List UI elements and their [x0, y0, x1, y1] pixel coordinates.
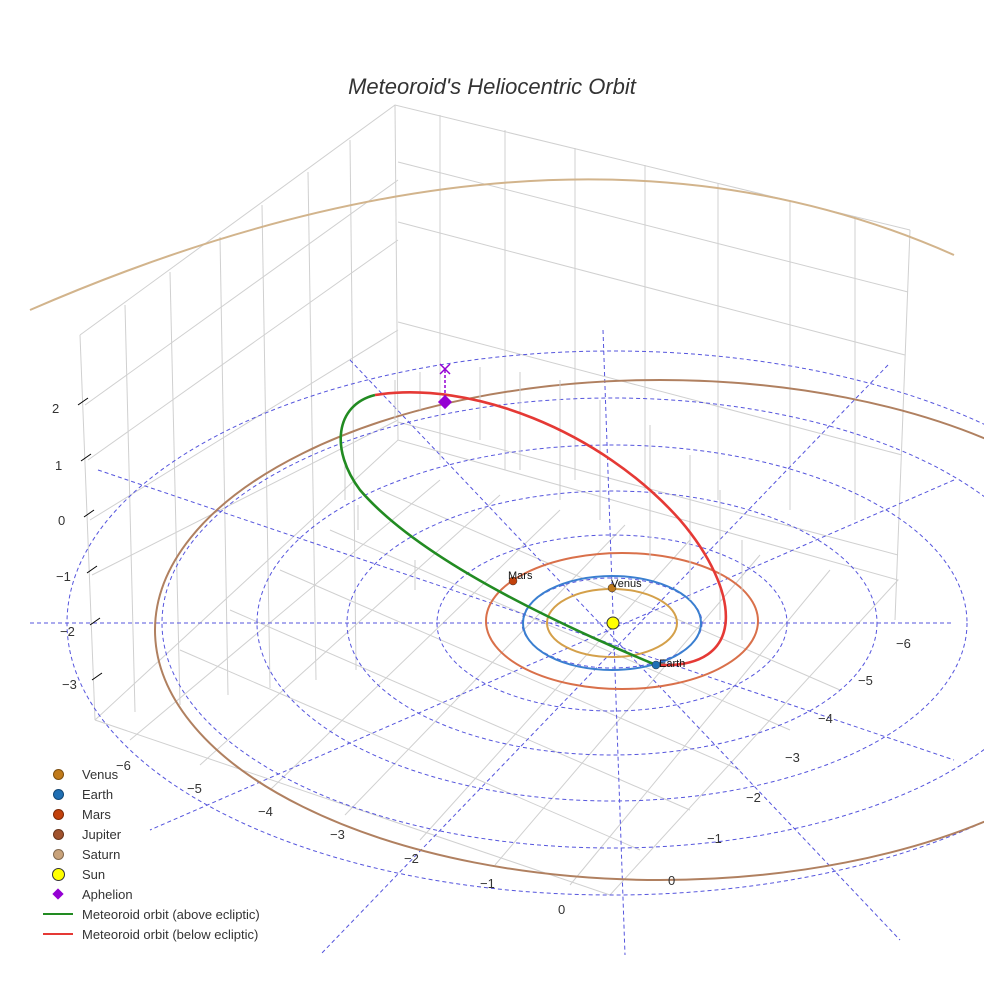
svg-text:−5: −5 [187, 781, 202, 796]
svg-text:−1: −1 [707, 831, 722, 846]
legend-label: Meteoroid orbit (above ecliptic) [82, 906, 260, 922]
circle-icon [36, 768, 80, 780]
drop-lines [344, 367, 743, 640]
svg-text:0: 0 [558, 902, 565, 917]
earth-marker[interactable] [651, 660, 661, 670]
circle-icon [36, 867, 80, 881]
sun-marker[interactable] [606, 616, 620, 630]
svg-text:−1: −1 [480, 876, 495, 891]
svg-text:−2: −2 [404, 851, 419, 866]
line-swatch-icon [36, 933, 80, 935]
svg-text:−6: −6 [116, 758, 131, 773]
svg-text:−2: −2 [60, 624, 75, 639]
circle-icon [36, 828, 80, 840]
legend-label: Saturn [82, 846, 121, 862]
z-axis: 2 1 0 −1 −2 −3 [52, 397, 103, 692]
svg-text:−5: −5 [858, 673, 873, 688]
venus-marker[interactable] [607, 583, 617, 593]
legend-item[interactable]: Meteoroid orbit (above ecliptic) [36, 904, 260, 924]
circle-icon [36, 808, 80, 820]
ecliptic-grid [30, 329, 984, 956]
line-swatch-icon [36, 913, 80, 915]
mars-orbit [485, 552, 759, 690]
legend-item[interactable]: Sun [36, 864, 260, 884]
planet-orbits [29, 178, 984, 881]
legend-item[interactable]: Mars [36, 804, 260, 824]
y-axis: −6 −5 −4 −3 −2 −1 0 [668, 636, 911, 888]
mars-marker[interactable] [508, 576, 518, 586]
svg-text:0: 0 [58, 513, 65, 528]
legend-item[interactable]: Meteoroid orbit (below ecliptic) [36, 924, 260, 944]
legend-item[interactable]: Saturn [36, 844, 260, 864]
meteoroid-orbit-below [374, 391, 728, 667]
svg-text:−4: −4 [818, 711, 833, 726]
x-axis: −6 −5 −4 −3 −2 −1 0 [116, 758, 565, 917]
saturn-orbit [29, 178, 955, 311]
legend-label: Aphelion [82, 886, 133, 902]
legend: Venus Earth Mars Jupiter Saturn Sun Aphelion Me… [36, 764, 260, 944]
legend-label: Mars [82, 806, 111, 822]
grid-walls [79, 104, 911, 896]
legend-item[interactable]: Aphelion [36, 884, 260, 904]
circle-icon [36, 848, 80, 860]
svg-text:−3: −3 [62, 677, 77, 692]
aphelion-x-icon [439, 363, 451, 375]
svg-text:−6: −6 [896, 636, 911, 651]
legend-label: Sun [82, 866, 106, 882]
svg-text:−3: −3 [785, 750, 800, 765]
diamond-icon [36, 888, 80, 900]
svg-text:2: 2 [52, 401, 59, 416]
legend-label: Earth [82, 786, 114, 802]
chart-title: Meteoroid's Heliocentric Orbit [348, 74, 636, 99]
svg-text:−2: −2 [746, 790, 761, 805]
legend-item[interactable]: Jupiter [36, 824, 260, 844]
jupiter-orbit [154, 379, 984, 881]
svg-text:−1: −1 [56, 569, 71, 584]
venus-label: Venus [611, 578, 642, 590]
earth-orbit [522, 575, 702, 671]
earth-label: Earth [659, 658, 685, 670]
mars-label: Mars [508, 570, 533, 582]
svg-text:1: 1 [55, 458, 62, 473]
svg-text:0: 0 [668, 873, 675, 888]
legend-item[interactable]: Venus [36, 764, 260, 784]
legend-label: Venus [82, 766, 119, 782]
legend-item[interactable]: Earth [36, 784, 260, 804]
svg-text:−4: −4 [258, 804, 273, 819]
legend-label: Meteoroid orbit (below ecliptic) [82, 926, 259, 942]
legend-label: Jupiter [82, 826, 122, 842]
aphelion-marker[interactable] [437, 394, 453, 410]
circle-icon [36, 788, 80, 800]
meteoroid-orbit-above [339, 393, 657, 667]
svg-text:−3: −3 [330, 827, 345, 842]
